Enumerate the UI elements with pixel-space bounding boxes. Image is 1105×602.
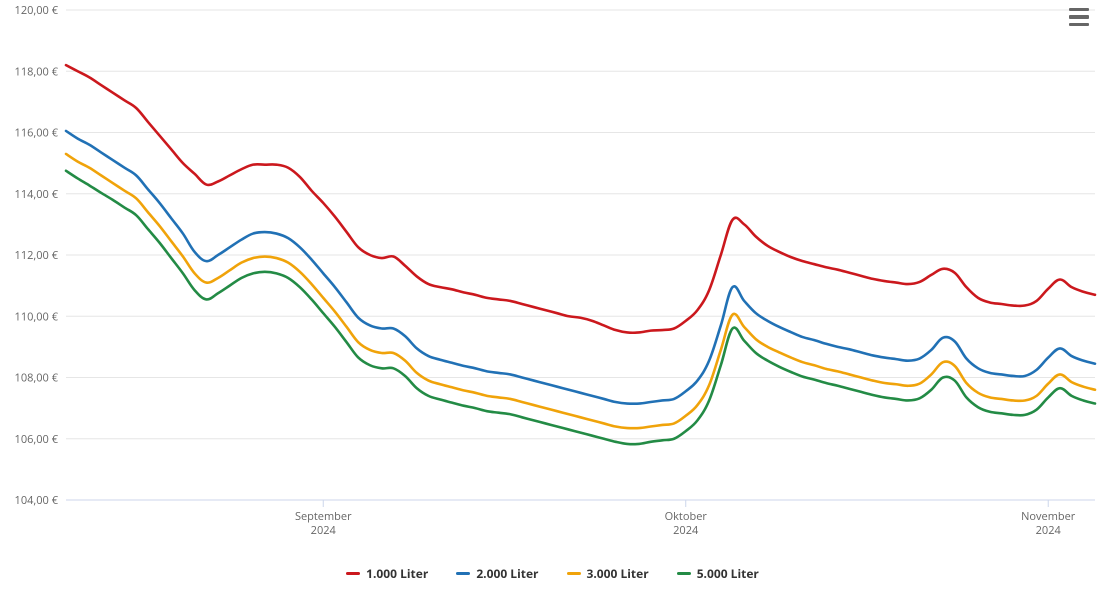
legend-label: 2.000 Liter [476, 565, 538, 582]
y-tick-label: 108,00 € [15, 371, 59, 386]
legend-item[interactable]: 3.000 Liter [567, 565, 649, 582]
y-tick-label: 110,00 € [15, 309, 59, 324]
legend-swatch [346, 572, 360, 576]
y-tick-label: 104,00 € [15, 493, 59, 508]
y-tick-label: 112,00 € [15, 248, 59, 263]
y-tick-label: 116,00 € [15, 126, 59, 141]
x-tick-year: 2024 [1036, 523, 1062, 538]
legend-item[interactable]: 5.000 Liter [677, 565, 759, 582]
legend-item[interactable]: 2.000 Liter [456, 565, 538, 582]
x-tick-year: 2024 [673, 523, 699, 538]
legend-label: 1.000 Liter [366, 565, 428, 582]
x-tick-month: Oktober [665, 509, 708, 524]
y-tick-label: 118,00 € [15, 64, 59, 79]
y-tick-label: 114,00 € [15, 187, 59, 202]
legend-label: 5.000 Liter [697, 565, 759, 582]
legend-item[interactable]: 1.000 Liter [346, 565, 428, 582]
chart-menu-icon[interactable] [1069, 6, 1093, 28]
price-chart: 104,00 € 106,00 € 108,00 € 110,00 € 112,00 €… [0, 0, 1105, 602]
x-tick-month: September [295, 509, 352, 524]
chart-legend: 1.000 Liter 2.000 Liter 3.000 Liter 5.000 L… [0, 565, 1105, 582]
series-line[interactable] [66, 171, 1095, 444]
legend-swatch [567, 572, 581, 576]
x-tick-month: November [1021, 509, 1076, 524]
x-tick-year: 2024 [311, 523, 337, 538]
y-tick-label: 106,00 € [15, 432, 59, 447]
legend-swatch [456, 572, 470, 576]
legend-swatch [677, 572, 691, 576]
legend-label: 3.000 Liter [587, 565, 649, 582]
y-tick-label: 120,00 € [15, 3, 59, 18]
chart-plot-area: 104,00 € 106,00 € 108,00 € 110,00 € 112,00 €… [0, 0, 1105, 552]
